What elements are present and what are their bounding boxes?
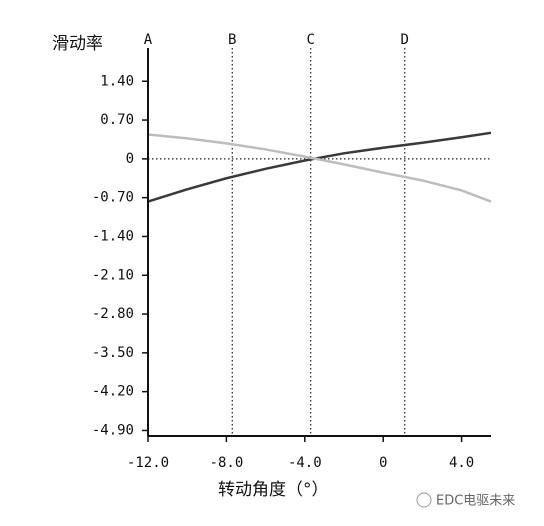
x-tick-label: -12.0 bbox=[127, 455, 169, 471]
reference-label: A bbox=[144, 32, 153, 48]
y-tick-label: 0 bbox=[126, 151, 134, 167]
x-tick-label: 0 bbox=[379, 455, 387, 471]
x-axis-label: 转动角度（°） bbox=[218, 480, 329, 500]
y-tick-label: -4.90 bbox=[92, 422, 134, 438]
line-series bbox=[147, 133, 492, 203]
y-tick-label: 1.40 bbox=[100, 73, 134, 89]
x-tick-label: -4.0 bbox=[288, 455, 322, 471]
y-tick-label: -1.40 bbox=[92, 228, 134, 244]
line-series bbox=[147, 131, 492, 203]
y-tick-label: -4.20 bbox=[92, 384, 134, 400]
y-tick-label: -3.50 bbox=[92, 345, 134, 361]
reference-label: C bbox=[306, 32, 314, 48]
y-axis-label: 滑动率 bbox=[52, 34, 103, 54]
x-tick-label: 4.0 bbox=[449, 455, 474, 471]
y-tick-label: -2.80 bbox=[92, 306, 134, 322]
y-tick-label: -2.10 bbox=[92, 267, 134, 283]
watermark: EDC电驱未来 bbox=[436, 494, 515, 509]
x-tick-label: -8.0 bbox=[210, 455, 244, 471]
reference-label: B bbox=[228, 32, 236, 48]
watermark-icon bbox=[416, 492, 432, 508]
y-tick-label: 0.70 bbox=[100, 112, 134, 128]
reference-label: D bbox=[401, 32, 409, 48]
y-tick-label: -0.70 bbox=[92, 190, 134, 206]
